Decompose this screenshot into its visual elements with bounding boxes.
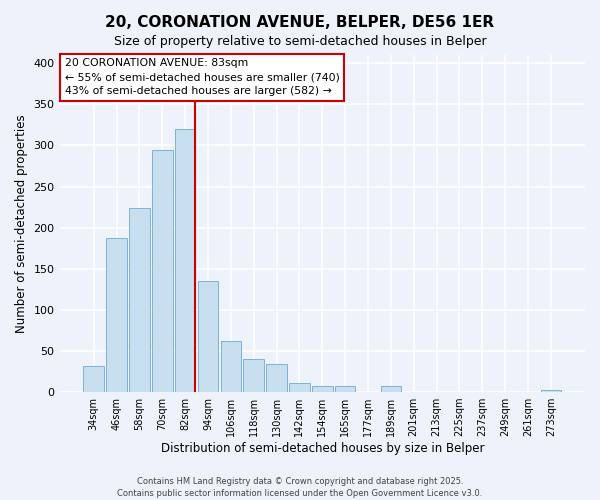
Text: 20 CORONATION AVENUE: 83sqm
← 55% of semi-detached houses are smaller (740)
43% : 20 CORONATION AVENUE: 83sqm ← 55% of sem… <box>65 58 340 96</box>
Bar <box>198 281 218 392</box>
Text: 20, CORONATION AVENUE, BELPER, DE56 1ER: 20, CORONATION AVENUE, BELPER, DE56 1ER <box>106 15 494 30</box>
Bar <box>335 386 355 392</box>
Bar <box>152 150 173 392</box>
Bar <box>221 341 241 392</box>
Bar <box>312 386 332 392</box>
Text: Size of property relative to semi-detached houses in Belper: Size of property relative to semi-detach… <box>113 35 487 48</box>
Bar <box>106 238 127 392</box>
Bar <box>289 383 310 392</box>
Bar <box>266 364 287 392</box>
Bar <box>175 129 196 392</box>
Bar <box>83 366 104 392</box>
Bar <box>129 208 150 392</box>
X-axis label: Distribution of semi-detached houses by size in Belper: Distribution of semi-detached houses by … <box>161 442 484 455</box>
Bar <box>244 359 264 392</box>
Y-axis label: Number of semi-detached properties: Number of semi-detached properties <box>15 114 28 333</box>
Text: Contains HM Land Registry data © Crown copyright and database right 2025.
Contai: Contains HM Land Registry data © Crown c… <box>118 476 482 498</box>
Bar <box>541 390 561 392</box>
Bar <box>380 386 401 392</box>
